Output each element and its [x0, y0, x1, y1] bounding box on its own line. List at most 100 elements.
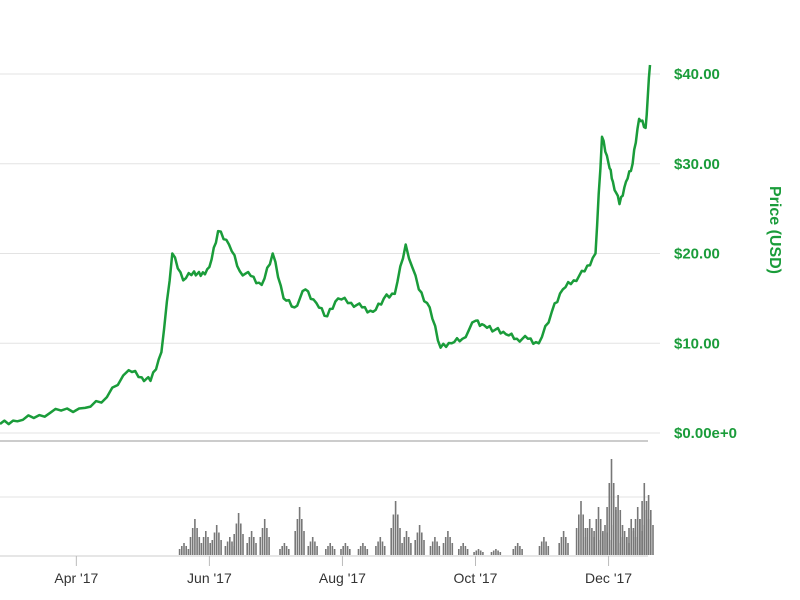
volume-bar [547, 546, 550, 555]
volume-bar [612, 525, 615, 555]
volume-bar [250, 531, 253, 555]
volume-bar [628, 528, 630, 555]
volume-bar [263, 519, 266, 555]
volume-bar [499, 552, 502, 555]
volume-bar [303, 531, 305, 555]
volume-bar [647, 495, 650, 555]
volume-bar [410, 543, 412, 555]
volume-bar [538, 546, 541, 555]
x-tick-label: Jun '17 [187, 570, 232, 586]
volume-bar [364, 546, 366, 555]
volume-bar [447, 531, 449, 555]
volume-bar [462, 543, 464, 555]
volume-bar [599, 540, 602, 555]
volume-bar [377, 541, 379, 555]
volume-bar [612, 483, 615, 555]
volume-bar [349, 549, 351, 555]
volume-bar [464, 546, 467, 555]
volume-bar [558, 543, 560, 555]
volume-bar [327, 546, 329, 555]
volume-bar [344, 543, 347, 555]
volume-bar [521, 549, 523, 555]
y-tick-label: $0.00e+0 [674, 425, 737, 442]
volume-bar [599, 519, 602, 555]
volume-bar [608, 483, 611, 555]
volume-bar [235, 523, 238, 555]
volume-bar [331, 546, 334, 555]
volume-bar [381, 541, 384, 555]
volume-bar [325, 549, 327, 555]
y-tick-label: $10.00 [674, 335, 720, 352]
volume-bar [224, 546, 227, 555]
volume-bar [362, 543, 364, 555]
volume-bar [314, 541, 316, 555]
y-tick-labels: $0.00e+0 $10.00 $20.00 $30.00 $40.00 [674, 66, 737, 442]
volume-bar [246, 543, 248, 555]
volume-bar [580, 501, 582, 555]
volume-bar [610, 459, 613, 555]
volume-bar [226, 541, 229, 555]
volume-bar [307, 546, 310, 555]
y-tick-label: $40.00 [674, 66, 720, 83]
volume-bar [449, 537, 451, 555]
volume-bar [619, 543, 621, 555]
volume-bar [606, 507, 608, 555]
volume-bar [301, 519, 303, 555]
volume-bar [375, 546, 377, 555]
volume-bar [602, 532, 604, 555]
volume-bar [617, 495, 619, 555]
volume-bar [466, 549, 469, 555]
volume-bar [615, 510, 617, 555]
volume-bar [248, 537, 251, 555]
volume-bar [540, 541, 543, 555]
volume-bar [619, 510, 622, 555]
volume-bar [296, 519, 299, 555]
y-tick-label: $30.00 [674, 156, 720, 173]
volume-bar [202, 537, 205, 555]
volume-bar [604, 525, 606, 555]
volume-bar [519, 546, 521, 555]
volume-bar [259, 537, 262, 555]
volume-bar [543, 537, 545, 555]
volume-bar [366, 549, 369, 555]
volume-bar [636, 507, 639, 555]
volume-bar [650, 510, 652, 555]
gridlines [0, 73, 660, 498]
volume-bar [281, 546, 283, 555]
volume-bar [514, 546, 517, 555]
volume-bar [639, 519, 641, 555]
volume-bar [211, 540, 214, 555]
volume-bar [357, 549, 360, 555]
x-tick-label: Oct '17 [454, 570, 498, 586]
volume-bar [218, 532, 220, 555]
volume-bar [233, 534, 235, 555]
volume-bar [205, 531, 207, 555]
volume-bar [185, 546, 187, 555]
volume-bar [242, 534, 244, 555]
volume-bar [294, 531, 296, 555]
volume-bar [283, 543, 286, 555]
volume-bar [288, 549, 290, 555]
volume-bar [623, 531, 626, 555]
x-tick-labels: Apr '17 Jun '17 Aug '17 Oct '17 Dec '17 [54, 556, 632, 586]
volume-bar [407, 537, 410, 555]
volume-bar [298, 507, 301, 555]
volume-bar [200, 543, 203, 555]
volume-bar [421, 532, 423, 555]
volume-bar [545, 541, 547, 555]
volume-bar [220, 540, 222, 555]
y-tick-label: $20.00 [674, 246, 720, 263]
volume-bar [416, 532, 419, 555]
volume-bar [359, 546, 362, 555]
volume-bar [588, 519, 591, 555]
x-tick-label: Dec '17 [585, 570, 632, 586]
volume-bar [621, 537, 624, 555]
volume-bar [595, 519, 598, 555]
price-series-line [0, 64, 652, 426]
volume-bar [645, 510, 648, 555]
volume-bar [516, 543, 519, 555]
volume-bar [451, 543, 454, 555]
volume-bar [390, 528, 392, 555]
